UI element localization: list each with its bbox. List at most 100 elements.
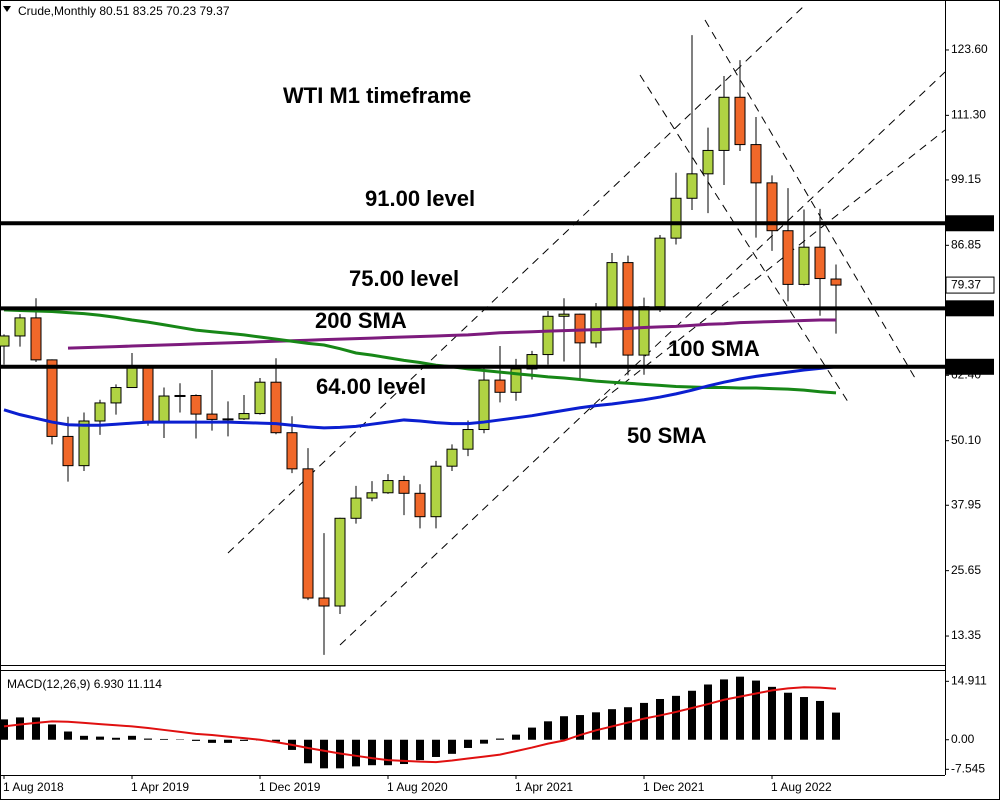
y-tick-label: 86.85 [951,237,981,251]
y-tick-label: 50.10 [951,433,981,447]
candle-body [158,395,170,424]
candle-body [14,317,26,337]
macd-bar [832,712,840,740]
level-annotation: 75.00 level [349,266,459,291]
macd-bar [368,739,376,766]
macd-bar [608,709,616,740]
candle-body [222,418,234,421]
macd-bar [704,684,712,740]
candle-body [430,465,442,518]
macd-bar [48,724,56,740]
macd-bar [784,692,792,740]
y-tick-label: 37.95 [951,497,981,511]
y-tick-label: 0.00 [951,732,975,746]
y-tick-label: 99.15 [951,172,981,186]
menu-arrow[interactable] [3,6,11,12]
y-tick-label: 25.65 [951,563,981,577]
candle-body [382,480,394,494]
symbol-header: Crude,Monthly 80.51 83.25 70.23 79.37 [18,4,230,18]
price-tag [945,276,995,294]
trend-line [639,74,851,406]
candle-body [206,413,218,420]
macd-bar [464,739,472,748]
candle-body [702,149,714,175]
candle-body [254,381,266,415]
candle-body [142,366,154,424]
macd-bar [240,739,248,741]
trend-line [589,129,946,411]
candle-body [798,246,810,285]
macd-bar [400,739,408,765]
macd-bar [480,739,488,744]
candle-body [670,197,682,239]
macd-bar [272,739,280,742]
candle-body [0,335,10,347]
macd-bar [64,731,72,740]
macd-bar [816,700,824,740]
macd-bar [688,690,696,740]
price-tag-label: 79.37 [951,277,981,291]
level-tag-label: 64.00 [951,359,981,373]
candle-body [334,517,346,607]
macd-bar [752,680,760,740]
macd-bar [80,735,88,740]
candle-body [94,402,106,422]
series-label: 100 SMA [668,336,760,361]
y-tick-label: 111.30 [951,108,986,122]
macd-bar [128,735,136,740]
macd-bar [320,739,328,769]
macd-bar [768,686,776,740]
macd-bar [192,739,200,741]
macd-bar [304,739,312,764]
candle-body [494,379,506,393]
candle-body [286,432,298,470]
macd-bar [144,738,152,740]
macd-bar [208,739,216,743]
x-tick-label: 1 Apr 2019 [131,780,189,794]
sma-line [67,318,836,350]
chart-title: WTI M1 timeframe [283,83,471,108]
level-tag [946,215,994,232]
trend-lines [227,4,946,646]
x-tick-label: 1 Dec 2021 [643,780,705,794]
x-tick-label: 1 Apr 2021 [515,780,573,794]
candle-body [318,597,330,607]
candle-body [478,379,490,431]
macd-bar [640,702,648,740]
series-label: 200 SMA [315,308,407,333]
candle-body [414,492,426,518]
candle-body [270,381,282,434]
macd-bar [112,737,120,740]
macd-bar [16,717,24,740]
candle-body [462,429,474,450]
candle-body [558,313,570,317]
macd-bar [528,727,536,740]
macd-bar [672,695,680,740]
candle-body [814,246,826,280]
candle-body [526,354,538,370]
y-tick-label: 13.35 [951,628,981,642]
macd-bar [736,676,744,740]
candle-body [718,96,730,151]
macd-bar [512,734,520,740]
level-tag-label: 91.00 [951,215,981,229]
level-annotation: 91.00 level [365,186,475,211]
series-label: 50 SMA [627,423,707,448]
x-tick-label: 1 Aug 2018 [3,780,64,794]
macd-bar [592,712,600,740]
candle-body [638,306,650,356]
y-tick-label: 123.60 [951,42,988,56]
candle-body [606,262,618,309]
candle-body [542,315,554,356]
macd-bar [160,738,168,740]
macd-bar [32,717,40,740]
signal-line [3,686,837,764]
candle-body [782,230,794,285]
macd-title: MACD(12,26,9) 6.930 11.114 [7,677,162,691]
candle-body [190,394,202,415]
candle-body [654,237,666,308]
candle-body [78,420,90,467]
macd-bar [96,736,104,740]
candle-body [46,359,58,437]
